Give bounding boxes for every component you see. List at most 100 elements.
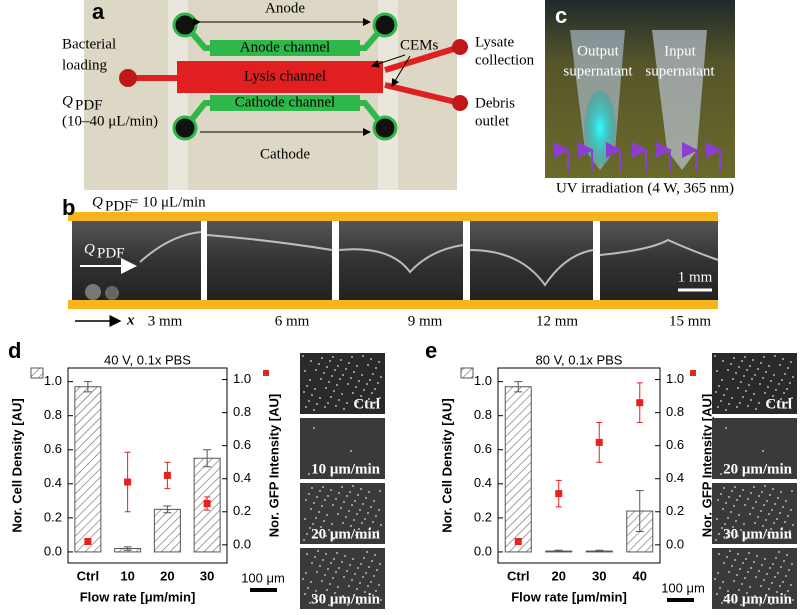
x-tick-label: Ctrl	[507, 568, 529, 583]
cell-dot	[721, 379, 723, 381]
cell-dot	[746, 592, 748, 594]
cell-dot	[337, 365, 339, 367]
cell-dot	[332, 504, 334, 506]
cell-dot	[760, 362, 762, 364]
cell-dot	[755, 501, 757, 503]
cell-dot	[333, 390, 335, 392]
cell-dot	[764, 392, 766, 394]
cell-dot	[362, 355, 364, 357]
cell-dot	[720, 493, 722, 495]
label: Lysis channel	[244, 68, 326, 84]
cell-dot	[358, 528, 360, 530]
cell-dot	[340, 359, 342, 361]
cell-dot	[312, 596, 314, 598]
glass-strip	[378, 0, 398, 190]
cell-dot	[327, 495, 329, 497]
cell-dot	[357, 401, 359, 403]
cell-dot	[745, 390, 747, 392]
cell-dot	[785, 575, 787, 577]
cell-dot	[339, 378, 341, 380]
cell-dot	[744, 356, 746, 358]
cell-dot	[362, 503, 364, 505]
cell-dot	[325, 387, 327, 389]
cell-dot	[761, 491, 763, 493]
cell-dot	[729, 550, 731, 552]
cell-dot	[765, 594, 767, 596]
cell-dot	[325, 553, 327, 555]
y2-tick-label: 0.4	[666, 470, 684, 485]
cell-dot	[315, 517, 317, 519]
cell-dot	[323, 595, 325, 597]
cell-dot	[370, 358, 372, 360]
x-tick-label: 20	[160, 568, 174, 583]
cell-dot	[737, 535, 739, 537]
cell-dot	[318, 363, 320, 365]
cell-dot	[335, 405, 337, 407]
cell-dot	[367, 512, 369, 514]
cell-dot	[777, 572, 779, 574]
label: supernatant	[645, 63, 715, 79]
cell-dot	[740, 529, 742, 531]
cell-dot	[748, 552, 750, 554]
cell-dot	[738, 589, 740, 591]
micrograph	[712, 483, 797, 544]
legend-swatch	[263, 370, 269, 376]
bar	[153, 508, 181, 553]
cell-dot	[373, 575, 375, 577]
cell-dot	[742, 396, 744, 398]
cell-dot	[348, 585, 350, 587]
cell-dot	[773, 522, 775, 524]
cell-dot	[333, 558, 335, 560]
cell-dot	[336, 384, 338, 386]
cell-dot	[773, 374, 775, 376]
cell-dot	[775, 537, 777, 539]
y-tick-label: 0.6	[474, 441, 492, 456]
cell-dot	[322, 559, 324, 561]
cell-dot	[352, 485, 354, 487]
y2-tick-label: 0.6	[666, 437, 684, 452]
cell-dot	[775, 557, 777, 559]
image-label: 10 μm/min	[311, 461, 381, 477]
cell-dot	[787, 367, 789, 369]
cell-dot	[748, 384, 750, 386]
cell-dot	[769, 494, 771, 496]
cell-dot	[781, 600, 783, 602]
y-tick-label: 0.8	[44, 407, 62, 422]
cell-dot	[738, 366, 740, 368]
cell-dot	[735, 372, 737, 374]
label: supernatant	[563, 63, 633, 79]
y-tick-label: 0.8	[474, 407, 492, 422]
cell-dot	[764, 485, 766, 487]
tube-photo	[545, 0, 735, 178]
cell-dot	[328, 529, 330, 531]
cell-dot	[774, 576, 776, 578]
error-bar	[554, 549, 563, 553]
cell-dot	[747, 571, 749, 573]
cell-dot	[359, 509, 361, 511]
flow-symbol: Q	[92, 194, 103, 210]
cell-dot	[733, 505, 735, 507]
cell-dot	[339, 601, 341, 603]
cell-dot	[745, 558, 747, 560]
y2-tick-label: 0.0	[666, 536, 684, 551]
x-tick-label: 10	[120, 568, 134, 583]
cell-dot	[368, 398, 370, 400]
cell-dot	[716, 593, 718, 595]
cell-dot	[320, 378, 322, 380]
cell-dot	[786, 388, 788, 390]
cell-dot	[358, 380, 360, 382]
cell-dot	[347, 604, 349, 606]
label: outlet	[475, 113, 510, 129]
cell-dot	[762, 525, 764, 527]
cell-dot	[721, 602, 723, 604]
cell-dot	[351, 504, 353, 506]
x-tick-label: Ctrl	[77, 568, 99, 583]
cell-dot	[715, 539, 717, 541]
cell-dot	[327, 402, 329, 404]
cell-dot	[737, 553, 739, 555]
channel-wall	[68, 212, 718, 221]
cell-dot	[776, 518, 778, 520]
y2-axis-label: Nor. GFP Intensity [AU]	[699, 394, 714, 538]
cell-dot	[755, 576, 757, 578]
y2-tick-label: 0.2	[666, 503, 684, 518]
